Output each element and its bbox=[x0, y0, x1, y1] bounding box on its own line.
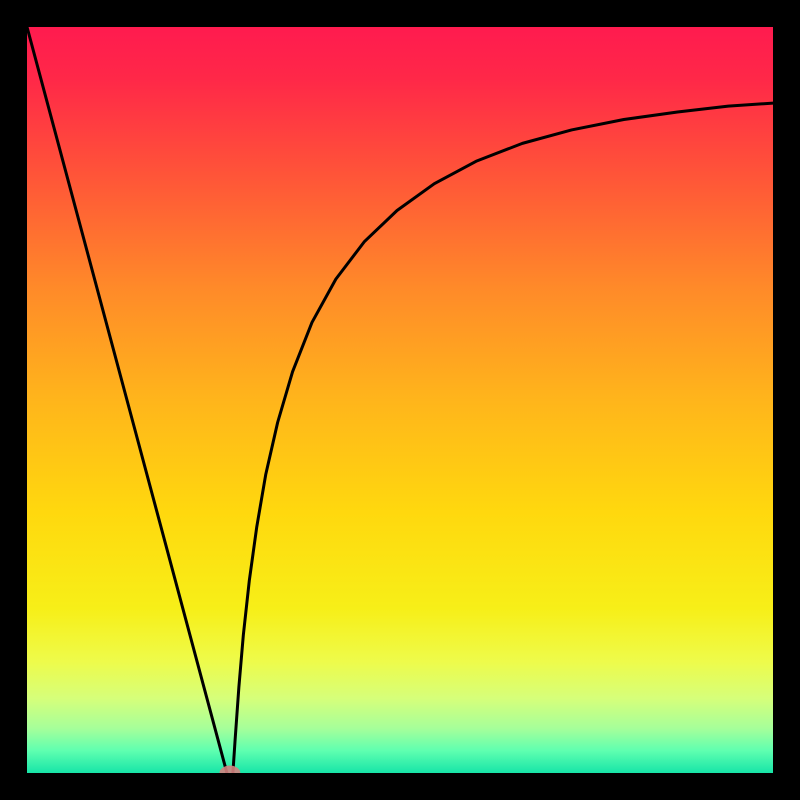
bottleneck-chart bbox=[0, 0, 800, 800]
gradient-background bbox=[27, 27, 773, 773]
